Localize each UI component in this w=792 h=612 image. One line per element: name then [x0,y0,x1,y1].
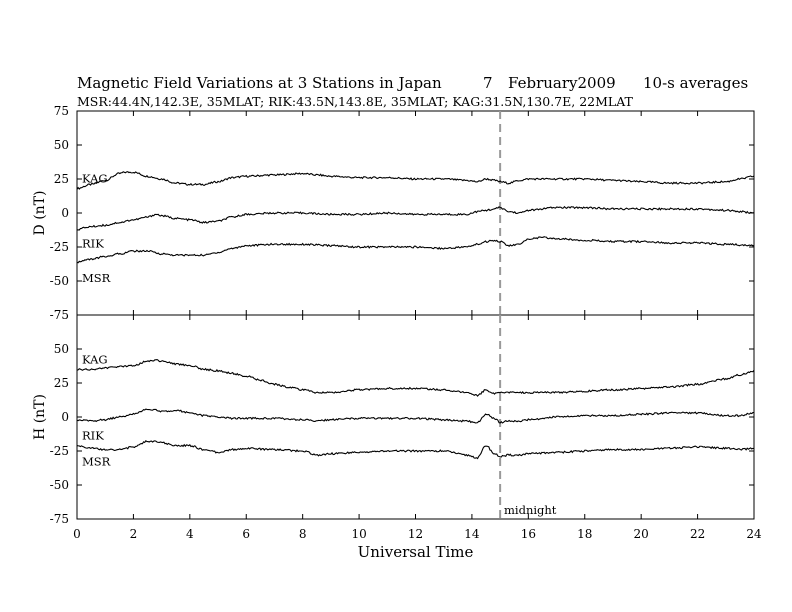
xtick-label: 20 [634,527,649,541]
panel-d-station-label-rik: RIK [82,236,104,250]
xtick-label: 24 [746,527,762,541]
chart-averaging: 10-s averages [643,74,748,92]
panel-d-ytick-label: -50 [50,274,69,288]
panel-d-frame [76,110,755,316]
panel-h-ytick-label: 25 [54,376,69,390]
panel-d-ytick-label: -25 [50,240,69,254]
panel-h-series-kag [76,359,755,397]
panel-d-ytick-label: 50 [54,138,69,152]
panel-d-series-kag [76,171,755,190]
panel-d-ytick-label: 25 [54,172,69,186]
panel-h-series-rik [76,408,755,424]
panel-d-station-label-msr: MSR [82,271,111,285]
xtick-label: 0 [73,527,81,541]
panel-d-ylabel: D (nT) [32,191,48,236]
xtick-label: 6 [242,527,250,541]
panel-h-ytick-label: -25 [50,444,69,458]
chart-title: Magnetic Field Variations at 3 Stations … [77,74,442,92]
xtick-label: 22 [690,527,705,541]
xtick-label: 2 [130,527,138,541]
panel-h-ytick-label: -50 [50,478,69,492]
chart-day: 7 [483,74,493,92]
panel-h-ytick-label: 0 [61,410,69,424]
panel-d-ytick-label: -75 [50,308,69,322]
xtick-label: 16 [521,527,536,541]
x-axis-label: Universal Time [358,543,474,561]
panel-d-series-rik [76,205,755,231]
panel-h-ylabel: H (nT) [32,394,48,440]
panel-h-ytick-label: -75 [50,512,69,526]
xtick-label: 18 [577,527,592,541]
panel-h-station-label-rik: RIK [82,429,104,443]
xtick-label: 4 [186,527,194,541]
midnight-annotation: midnight [504,503,557,517]
chart-month-year: February2009 [508,74,616,92]
panel-h-station-label-kag: KAG [82,352,108,366]
panel-h-station-label-msr: MSR [82,455,111,469]
xtick-label: 8 [299,527,307,541]
panel-d-ytick-label: 0 [61,206,69,220]
chart-stations-line: MSR:44.4N,142.3E, 35MLAT; RIK:43.5N,143.… [77,94,634,109]
panel-h-frame [76,314,755,520]
panel-d-ytick-label: 75 [54,104,69,118]
xtick-label: 12 [408,527,423,541]
xtick-label: 10 [351,527,366,541]
panel-d-station-label-kag: KAG [82,172,108,186]
panel-h-ytick-label: 50 [54,342,69,356]
panel-d-series-msr [76,236,755,264]
xtick-label: 14 [464,527,480,541]
panel-h-series-msr [76,440,755,460]
